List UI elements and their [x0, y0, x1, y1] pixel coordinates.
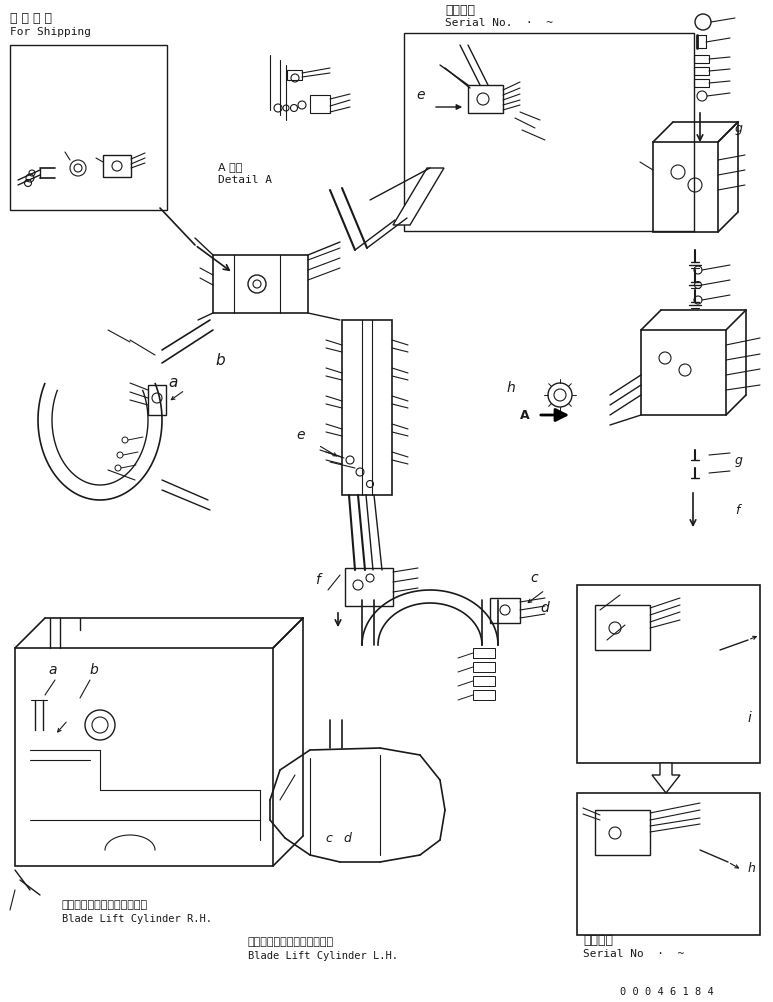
- Bar: [148, 385, 166, 415]
- Text: b: b: [90, 663, 99, 677]
- Bar: [577, 585, 760, 763]
- Text: Blade Lift Cylinder R.H.: Blade Lift Cylinder R.H.: [62, 914, 212, 924]
- Text: a: a: [168, 375, 177, 390]
- Bar: [287, 70, 302, 80]
- Text: h: h: [507, 381, 516, 395]
- Text: h: h: [748, 862, 756, 875]
- Bar: [577, 793, 760, 935]
- Bar: [310, 95, 330, 113]
- Bar: [694, 55, 709, 63]
- Text: f: f: [315, 573, 320, 587]
- Bar: [345, 568, 393, 606]
- Text: c: c: [530, 571, 538, 585]
- Text: e: e: [296, 428, 305, 442]
- Bar: [641, 330, 726, 415]
- Bar: [473, 662, 495, 672]
- Bar: [490, 598, 520, 623]
- Text: 適用号機: 適用号機: [583, 934, 613, 947]
- Text: ブレードリフトシリンダ　右: ブレードリフトシリンダ 右: [62, 900, 148, 910]
- Bar: [595, 810, 650, 855]
- Bar: [694, 79, 709, 87]
- Bar: [694, 67, 709, 75]
- Bar: [473, 676, 495, 686]
- Text: a: a: [48, 663, 56, 677]
- Bar: [404, 33, 694, 231]
- Text: g: g: [735, 454, 743, 467]
- Text: A: A: [520, 409, 530, 422]
- Bar: [10, 45, 167, 210]
- Bar: [473, 690, 495, 700]
- Text: d: d: [540, 601, 549, 615]
- Text: g: g: [735, 121, 743, 134]
- Bar: [342, 320, 392, 495]
- Text: d: d: [343, 832, 351, 845]
- Text: e: e: [416, 88, 424, 102]
- Text: 適用号機: 適用号機: [445, 3, 475, 16]
- Text: ブレードリフトシリンダ　左: ブレードリフトシリンダ 左: [248, 937, 334, 947]
- Text: A 詳細: A 詳細: [218, 162, 243, 172]
- Bar: [473, 648, 495, 658]
- Text: c: c: [325, 832, 332, 845]
- Bar: [213, 255, 308, 313]
- Text: i: i: [748, 711, 752, 725]
- Text: For Shipping: For Shipping: [10, 27, 91, 37]
- Bar: [653, 142, 718, 232]
- Bar: [103, 155, 131, 177]
- Bar: [595, 605, 650, 650]
- Text: Detail A: Detail A: [218, 175, 272, 185]
- Text: Serial No.  ·  ~: Serial No. · ~: [445, 18, 553, 28]
- Bar: [468, 85, 503, 113]
- Text: Serial No  ·  ~: Serial No · ~: [583, 949, 684, 959]
- Text: b: b: [215, 353, 225, 368]
- Text: Blade Lift Cylinder L.H.: Blade Lift Cylinder L.H.: [248, 951, 398, 961]
- Text: 0 0 0 4 6 1 8 4: 0 0 0 4 6 1 8 4: [620, 987, 713, 997]
- Text: 運 搦 部 品: 運 搦 部 品: [10, 11, 52, 24]
- Bar: [15, 648, 273, 866]
- Text: f: f: [735, 503, 740, 516]
- Polygon shape: [393, 168, 444, 225]
- Polygon shape: [652, 763, 680, 793]
